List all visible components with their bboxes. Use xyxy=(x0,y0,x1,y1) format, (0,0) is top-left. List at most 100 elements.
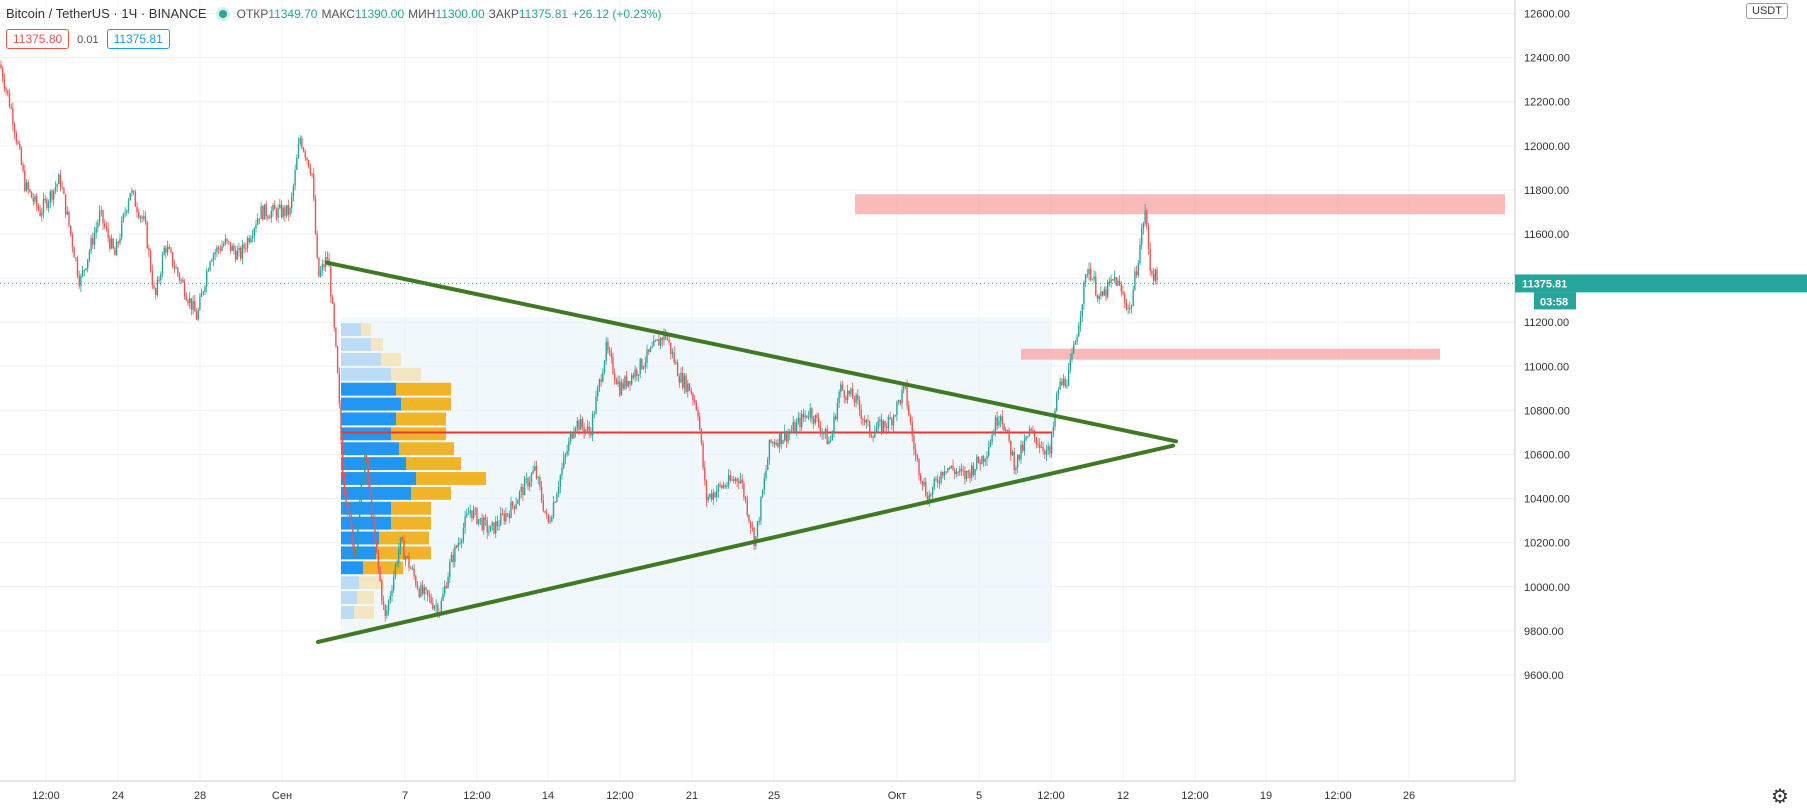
candle-body xyxy=(228,241,230,243)
candle-body xyxy=(627,380,629,387)
candle-body xyxy=(27,182,29,190)
candle-body xyxy=(826,429,828,445)
candle-body xyxy=(744,497,747,500)
candle-body xyxy=(1076,336,1078,342)
price-tick-label: 10400.00 xyxy=(1524,494,1570,506)
candle-body xyxy=(908,405,910,416)
candle-body xyxy=(656,339,658,341)
candle-body xyxy=(835,416,837,420)
candle-body xyxy=(874,431,876,438)
candle-body xyxy=(347,504,349,514)
candle-body xyxy=(1062,378,1065,386)
candle-body xyxy=(928,494,930,505)
time-tick-label: 5 xyxy=(976,790,982,802)
candle-body xyxy=(746,499,748,516)
volume-bar-up xyxy=(341,367,391,381)
candle-body xyxy=(1054,410,1056,427)
candle-body xyxy=(2,68,4,80)
currency-label[interactable]: USDT xyxy=(1746,3,1788,19)
candle-body xyxy=(185,296,187,301)
candle-body xyxy=(386,610,388,616)
candle-body xyxy=(90,238,92,252)
candle-body xyxy=(406,556,408,558)
candle-body xyxy=(362,480,364,483)
candle-body xyxy=(319,270,322,277)
bid-button[interactable]: 11375.80 xyxy=(6,29,70,49)
candle-body xyxy=(399,537,402,550)
candle-body xyxy=(921,480,924,486)
gear-icon[interactable]: ⚙ xyxy=(1771,786,1789,808)
candle-body xyxy=(500,513,502,526)
candle-body xyxy=(469,510,471,514)
volume-bar-down xyxy=(396,382,451,396)
candle-body xyxy=(450,554,453,562)
candle-body xyxy=(1025,437,1027,441)
candle-body xyxy=(1013,451,1015,471)
candle-body xyxy=(727,475,730,486)
candle-body xyxy=(246,238,249,249)
symbol-title[interactable]: Bitcoin / TetherUS · 1Ч · BINANCE xyxy=(6,6,207,21)
candle-body xyxy=(83,269,85,271)
candle-body xyxy=(194,301,196,312)
candle-body xyxy=(1067,369,1070,386)
candle-body xyxy=(348,512,351,514)
low-label: МИН xyxy=(408,7,436,21)
candle-body xyxy=(42,198,45,213)
volume-bar-down xyxy=(411,486,451,500)
candle-body xyxy=(619,381,621,396)
time-tick-label: 12:00 xyxy=(1037,790,1065,802)
candle-body xyxy=(704,467,706,481)
candle-body xyxy=(563,457,565,468)
candle-body xyxy=(676,362,679,377)
candle-body xyxy=(1040,446,1043,448)
candle-body xyxy=(877,421,879,429)
candle-body xyxy=(51,191,53,200)
volume-bar-up xyxy=(341,561,363,575)
candle-body xyxy=(1016,454,1019,468)
open-label: ОТКР xyxy=(236,7,269,21)
candle-body xyxy=(612,356,614,374)
candle-body xyxy=(1069,359,1071,370)
candle-body xyxy=(433,606,436,609)
candle-body xyxy=(268,217,271,219)
candle-body xyxy=(282,207,284,217)
candle-body xyxy=(447,576,449,588)
candle-body xyxy=(240,247,242,259)
candle-body xyxy=(353,546,356,553)
candle-body xyxy=(262,206,264,220)
candle-body xyxy=(535,466,538,479)
candle-body xyxy=(170,248,172,253)
upper-trendline xyxy=(325,260,1178,444)
candle-body xyxy=(828,441,830,445)
candle-body xyxy=(314,198,317,234)
candle-body xyxy=(597,387,599,397)
candle-body xyxy=(552,502,555,518)
trendline-drawings[interactable] xyxy=(316,260,1178,644)
candle-body xyxy=(945,471,947,473)
candle-body xyxy=(726,485,728,487)
lower-trendline xyxy=(316,443,1175,644)
candle-body xyxy=(396,562,398,565)
candle-body xyxy=(275,209,278,218)
candle-body xyxy=(981,455,983,465)
candle-body xyxy=(32,197,34,202)
ask-button[interactable]: 11375.81 xyxy=(106,29,170,49)
candle-body xyxy=(603,360,606,373)
volume-bar-down xyxy=(359,576,384,590)
candle-body xyxy=(93,232,96,245)
candle-body xyxy=(58,174,60,185)
candle-body xyxy=(336,346,339,373)
candle-body xyxy=(435,605,437,607)
candle-body xyxy=(1057,389,1060,395)
candle-body xyxy=(887,417,890,428)
candle-body xyxy=(857,394,859,400)
candle-body xyxy=(940,472,942,483)
candle-body xyxy=(948,467,951,469)
candle-body xyxy=(829,440,832,442)
candle-body xyxy=(1074,341,1077,345)
candle-body xyxy=(369,482,371,494)
last-price-label: 11375.81 xyxy=(1522,278,1567,290)
candle-body xyxy=(954,469,956,475)
candle-body xyxy=(1112,279,1114,281)
